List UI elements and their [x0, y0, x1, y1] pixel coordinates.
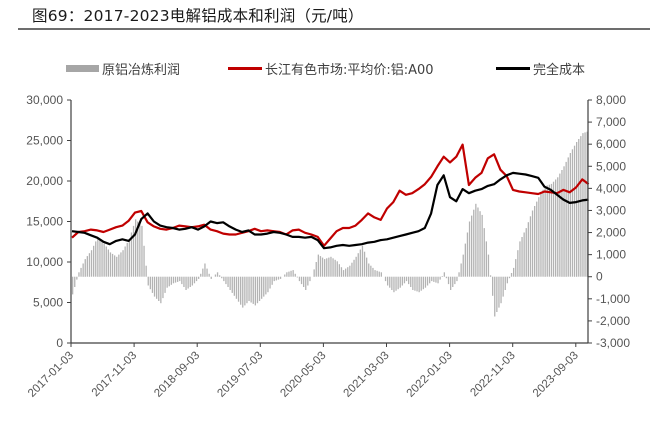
- left-y-tick-label: 5,000: [33, 296, 63, 310]
- chart-legend: 原铝冶炼利润 长江有色市场:平均价:铝:A00 完全成本: [0, 58, 650, 82]
- legend-label-profit: 原铝冶炼利润: [102, 62, 181, 78]
- legend-swatch-black-line: [496, 66, 530, 70]
- x-tick-label: 2022-01-03: [405, 350, 455, 400]
- legend-item-price: 长江有色市场:平均价:铝:A00: [228, 58, 434, 78]
- x-tick-label: 2019-07-03: [215, 350, 265, 400]
- price-line: [71, 143, 590, 247]
- right-y-tick-label: 3,000: [596, 203, 626, 217]
- legend-item-cost: 完全成本: [496, 58, 585, 78]
- right-y-tick-label: 0: [596, 270, 603, 284]
- x-tick-label: 2017-01-03: [26, 350, 76, 400]
- chart-title: 图69：2017-2023电解铝成本和利润（元/吨）: [32, 7, 364, 25]
- legend-swatch-bar: [66, 64, 99, 72]
- legend-swatch-red-line: [228, 66, 262, 70]
- legend-label-cost: 完全成本: [533, 62, 586, 78]
- right-y-tick-label: 8,000: [596, 93, 626, 107]
- x-axis: 2017-01-03 2017-11-03 2018-09-03 2019-07-03…: [26, 343, 581, 400]
- left-y-tick-label: 15,000: [26, 215, 63, 229]
- right-y-tick-label: 7,000: [596, 115, 626, 129]
- right-y-tick-label: 1,000: [596, 248, 626, 262]
- right-y-tick-label: 6,000: [596, 137, 626, 151]
- left-y-tick-label: 25,000: [26, 134, 63, 148]
- legend-label-price: 长江有色市场:平均价:铝:A00: [265, 62, 434, 78]
- right-y-tick-label: 2,000: [596, 226, 626, 240]
- legend-item-profit: 原铝冶炼利润: [66, 58, 180, 78]
- left-y-tick-label: 30,000: [26, 93, 63, 107]
- right-y-tick-label: -2,000: [596, 314, 630, 328]
- cost-line: [71, 171, 589, 250]
- right-y-tick-label: -1,000: [596, 292, 630, 306]
- left-y-tick-label: 20,000: [26, 174, 63, 188]
- right-y-tick-label: 4,000: [596, 181, 626, 195]
- x-tick-label: 2021-03-03: [342, 350, 392, 400]
- profit-bars: [72, 131, 588, 317]
- x-tick-label: 2018-09-03: [152, 350, 202, 400]
- right-y-tick-label: -3,000: [596, 336, 630, 350]
- left-y-tick-label: 0: [56, 336, 63, 350]
- title-divider: [18, 28, 650, 30]
- x-tick-label: 2017-11-03: [90, 350, 139, 399]
- left-y-tick-label: 10,000: [26, 255, 63, 269]
- x-tick-label: 2023-09-03: [531, 350, 581, 400]
- x-tick-label: 2020-05-03: [278, 350, 328, 400]
- right-y-axis: 8,000 7,000 6,000 5,000 4,000 3,000 2,000 1,000…: [588, 93, 630, 350]
- right-y-tick-label: 5,000: [596, 159, 626, 173]
- axes: [70, 100, 589, 344]
- left-y-axis: 30,000 25,000 20,000 15,000 10,000 5,000 0: [26, 93, 71, 350]
- x-tick-label: 2022-11-03: [468, 350, 517, 399]
